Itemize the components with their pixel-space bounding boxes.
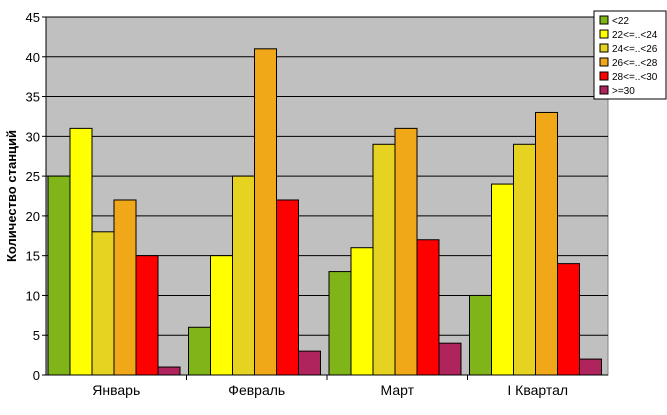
- bar: [350, 247, 374, 376]
- legend-label: >=30: [612, 86, 635, 97]
- x-category-label: Январь: [92, 382, 140, 398]
- bar: [438, 342, 462, 376]
- x-category-label: Март: [381, 382, 415, 398]
- y-tick-label: 5: [33, 328, 40, 343]
- bar: [557, 263, 580, 376]
- y-tick-label: 45: [26, 10, 40, 25]
- bar: [188, 326, 211, 376]
- legend-swatch: [599, 57, 609, 67]
- y-tick-label: 20: [26, 209, 40, 224]
- legend-swatch: [599, 43, 609, 53]
- legend-label: 24<=..<26: [612, 44, 658, 55]
- bar: [416, 239, 440, 376]
- y-tick-label: 15: [26, 249, 40, 264]
- bar: [394, 127, 418, 376]
- bar: [113, 199, 137, 376]
- bar: [69, 127, 93, 376]
- bar: [513, 143, 536, 376]
- y-axis-label: Количество станций: [4, 130, 19, 262]
- legend-label: <22: [612, 16, 629, 27]
- y-tick-label: 30: [26, 129, 40, 144]
- bar: [328, 271, 352, 376]
- bar: [535, 111, 558, 376]
- legend-swatch: [599, 71, 609, 81]
- y-tick-label: 40: [26, 50, 40, 65]
- y-tick-label: 0: [33, 368, 40, 383]
- legend-swatch: [599, 29, 609, 39]
- y-tick-label: 10: [26, 288, 40, 303]
- legend-box: [593, 10, 667, 100]
- bar: [469, 294, 492, 376]
- bar: [579, 358, 602, 376]
- bar: [232, 175, 255, 376]
- x-category-label: I Квартал: [507, 382, 568, 398]
- bar: [254, 48, 277, 376]
- legend-swatch: [599, 15, 609, 25]
- bar: [276, 199, 299, 376]
- y-axis-ticks: 0 5 10 15 20 25 30 35 40 45: [26, 10, 46, 383]
- bar: [91, 231, 115, 376]
- legend-label: 28<=..<30: [612, 72, 658, 83]
- legend-label: 22<=..<24: [612, 30, 658, 41]
- bar: [491, 183, 514, 376]
- bar: [298, 350, 321, 376]
- y-tick-label: 35: [26, 90, 40, 105]
- bars: [47, 48, 602, 376]
- x-category-label: Февраль: [228, 382, 285, 398]
- legend-label: 26<=..<28: [612, 58, 658, 69]
- bar: [135, 255, 159, 376]
- y-tick-label: 25: [26, 169, 40, 184]
- bar: [47, 175, 71, 376]
- legend: <22 22<=..<24 24<=..<26 26<=..<28 28<=..<30 >…: [593, 10, 667, 100]
- x-axis-categories: Январь Февраль Март I Квартал: [92, 375, 568, 398]
- legend-swatch: [599, 85, 609, 95]
- bar: [372, 143, 396, 376]
- bar: [157, 366, 181, 376]
- bar: [210, 255, 233, 376]
